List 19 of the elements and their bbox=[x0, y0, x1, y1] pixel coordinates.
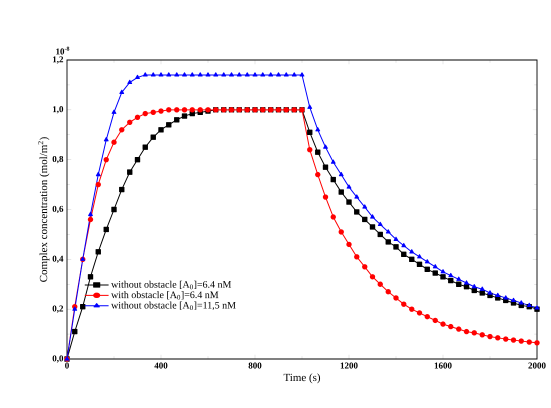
legend-label: with obstacle [A$_{0}$]=6.4 nM bbox=[111, 291, 218, 300]
y-tick-label: 0,4 bbox=[52, 256, 64, 264]
y-tick-label: 0,6 bbox=[52, 206, 64, 214]
y-tick-label: 0,2 bbox=[52, 305, 64, 313]
y-tick-label: 0,0 bbox=[52, 355, 64, 363]
y-tick-label: 1,2 bbox=[52, 56, 64, 64]
x-tick-label: 800 bbox=[248, 362, 262, 369]
x-tick-label: 400 bbox=[154, 362, 168, 369]
x-tick-label: 2000 bbox=[528, 362, 546, 369]
x-axis-title: Time (s) bbox=[284, 373, 320, 384]
x-tick-label: 1200 bbox=[340, 362, 358, 369]
y-tick-label: 1,0 bbox=[52, 106, 64, 114]
legend-label: without obstacle [A$_{0}$]=11,5 nM bbox=[111, 302, 236, 310]
text: 10$^{-8}$ bbox=[56, 46, 70, 54]
y-tick-label: 0,8 bbox=[52, 156, 64, 164]
x-tick-label: 1600 bbox=[434, 362, 452, 369]
y-axis-title: Complex concentration (mol/m$^{2}$) bbox=[38, 137, 50, 282]
x-tick-label: 0 bbox=[65, 362, 69, 369]
legend-label: without obstacle [A$_{0}$]=6.4 nM bbox=[111, 280, 232, 290]
